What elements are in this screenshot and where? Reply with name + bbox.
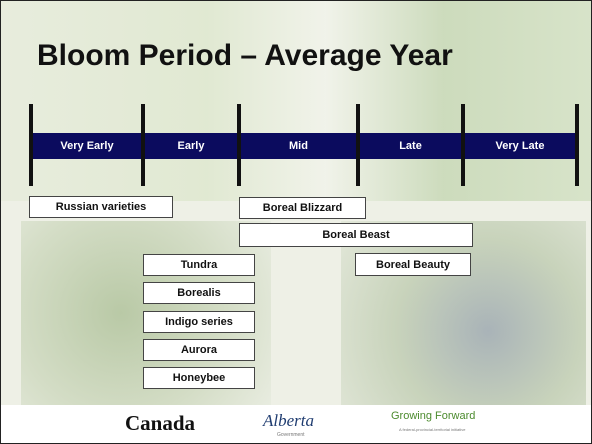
alberta-logo: Alberta: [263, 411, 314, 430]
variety-box: Boreal Beast: [239, 223, 473, 247]
divider: [461, 104, 465, 186]
period-label: Late: [399, 140, 422, 152]
variety-box: Indigo series: [143, 311, 255, 333]
footer: Canada Alberta Government Growing Forwar…: [1, 405, 591, 443]
period-label: Mid: [289, 140, 308, 152]
divider: [29, 104, 33, 186]
slide-title: Bloom Period – Average Year: [37, 39, 453, 72]
variety-box: Aurora: [143, 339, 255, 361]
variety-box: Boreal Beauty: [355, 253, 471, 276]
variety-box: Borealis: [143, 282, 255, 304]
divider: [141, 104, 145, 186]
canada-logo: Canada: [125, 411, 196, 435]
variety-box: Russian varieties: [29, 196, 173, 218]
divider: [575, 104, 579, 186]
growing-forward-subtitle: A federal-provincial-territorial initiat…: [399, 427, 466, 432]
variety-box: Boreal Blizzard: [239, 197, 366, 219]
alberta-subtitle: Government: [277, 432, 305, 438]
variety-box: Tundra: [143, 254, 255, 276]
period-label: Very Late: [495, 140, 545, 152]
divider: [356, 104, 360, 186]
divider: [237, 104, 241, 186]
timeline-bar: [29, 133, 579, 159]
background-photo: [341, 221, 586, 405]
growing-forward-logo: Growing Forward: [391, 410, 476, 422]
variety-box: Honeybee: [143, 367, 255, 389]
period-label: Very Early: [60, 140, 114, 152]
background-photo: [1, 1, 591, 201]
period-label: Early: [177, 140, 205, 152]
